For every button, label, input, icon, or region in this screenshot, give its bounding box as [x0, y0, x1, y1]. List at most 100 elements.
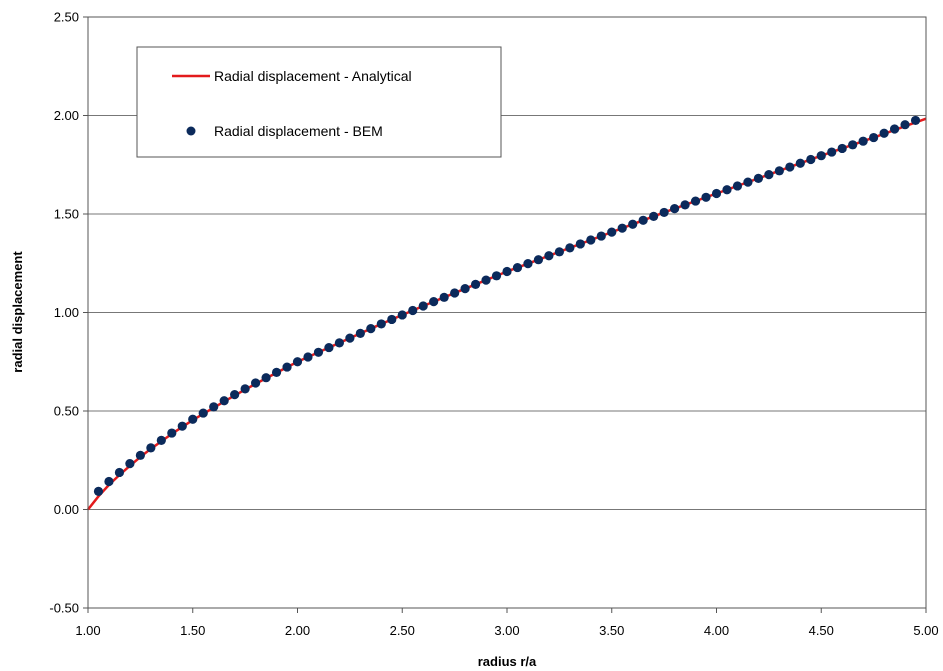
plot-frame: [87, 16, 927, 609]
bem-point: [324, 342, 334, 353]
x-tick-label: 1.00: [75, 623, 100, 638]
bem-point: [607, 227, 617, 237]
x-tick-label: 2.00: [285, 623, 310, 638]
bem-point: [523, 259, 533, 269]
bem-point: [680, 200, 690, 210]
bem-point: [125, 459, 135, 469]
bem-point: [418, 301, 428, 311]
y-tick-label: 0.00: [54, 502, 79, 517]
bem-point: [251, 378, 261, 388]
bem-point: [785, 162, 795, 172]
x-tick-labels: 1.00 1.50 2.00 2.50 3.00 3.50 4.00 4.50 5.00: [75, 608, 939, 638]
bem-point: [240, 384, 250, 394]
x-tick-label: 4.50: [809, 623, 834, 638]
bem-point: [586, 235, 596, 245]
bem-point: [397, 310, 407, 320]
bem-point: [617, 223, 627, 233]
bem-point: [177, 421, 187, 431]
bem-point: [376, 319, 386, 329]
bem-point: [313, 347, 324, 357]
bem-point: [156, 435, 166, 445]
legend-bem-label: Radial displacement - BEM: [214, 123, 383, 139]
bem-point: [659, 207, 669, 218]
series-bem: [93, 115, 921, 496]
bem-point: [554, 247, 564, 257]
bem-point: [533, 255, 544, 265]
bem-point: [198, 408, 208, 418]
bem-point: [219, 396, 229, 406]
bem-point: [502, 266, 512, 277]
grid-lines: [88, 115, 926, 510]
bem-point: [429, 297, 439, 307]
bem-point: [816, 151, 826, 161]
bem-point: [460, 284, 470, 294]
x-tick-label: 3.00: [494, 623, 519, 638]
bem-point: [167, 428, 177, 438]
bem-point: [670, 204, 680, 214]
y-axis-title: radial displacement: [10, 251, 25, 373]
y-tick-label: 2.00: [54, 108, 79, 123]
bem-point: [135, 450, 145, 460]
bem-point: [345, 333, 355, 343]
bem-point: [701, 192, 711, 202]
bem-point: [303, 352, 313, 362]
bem-point: [104, 476, 114, 487]
bem-point: [711, 188, 722, 199]
bem-point: [544, 251, 554, 261]
bem-point: [596, 231, 606, 241]
y-tick-label: 0.50: [54, 404, 79, 419]
bem-point: [481, 275, 491, 285]
bem-point: [743, 177, 753, 187]
bem-point: [628, 219, 638, 229]
bem-point: [491, 271, 502, 281]
y-tick-label: 2.50: [54, 10, 79, 25]
y-tick-labels: -0.50 0.00 0.50 1.00 1.50 2.00 2.50: [49, 10, 88, 616]
y-tick-label: -0.50: [49, 601, 79, 616]
bem-point: [271, 367, 282, 377]
x-tick-label: 4.00: [704, 623, 729, 638]
bem-point: [848, 140, 858, 150]
bem-point: [230, 390, 240, 400]
bem-point: [764, 170, 774, 180]
x-axis-title: radius r/a: [478, 654, 537, 669]
bem-point: [282, 362, 292, 372]
bem-point: [366, 324, 376, 334]
bem-point: [753, 173, 764, 183]
bem-point: [450, 288, 460, 298]
bem-point: [575, 239, 585, 249]
bem-point: [292, 357, 303, 367]
bem-point: [146, 443, 156, 453]
bem-point: [889, 124, 900, 134]
bem-point: [732, 181, 743, 191]
bem-point: [774, 166, 784, 176]
bem-point: [690, 196, 701, 206]
bem-point: [795, 158, 805, 168]
bem-point: [512, 262, 523, 273]
bem-point: [114, 467, 125, 478]
bem-point: [806, 154, 816, 165]
x-tick-label: 2.50: [390, 623, 415, 638]
x-tick-label: 5.00: [913, 623, 938, 638]
bem-point: [837, 143, 847, 154]
bem-point: [209, 402, 219, 412]
bem-point: [439, 292, 449, 302]
bem-point: [408, 305, 418, 316]
x-tick-label: 3.50: [599, 623, 624, 638]
legend-bem-marker: [186, 126, 196, 136]
bem-point: [638, 215, 648, 225]
y-tick-label: 1.00: [54, 305, 79, 320]
bem-point: [261, 373, 271, 383]
bem-point: [869, 132, 879, 143]
x-tick-label: 1.50: [180, 623, 205, 638]
bem-point: [387, 314, 397, 325]
bem-point: [470, 279, 481, 289]
bem-point: [722, 185, 732, 195]
legend: Radial displacement - Analytical Radial …: [136, 46, 502, 158]
bem-point: [910, 115, 921, 126]
bem-point: [649, 211, 659, 221]
bem-point: [900, 120, 910, 130]
legend-analytical-label: Radial displacement - Analytical: [214, 68, 412, 84]
legend-box: [136, 46, 502, 158]
bem-point: [355, 328, 365, 338]
